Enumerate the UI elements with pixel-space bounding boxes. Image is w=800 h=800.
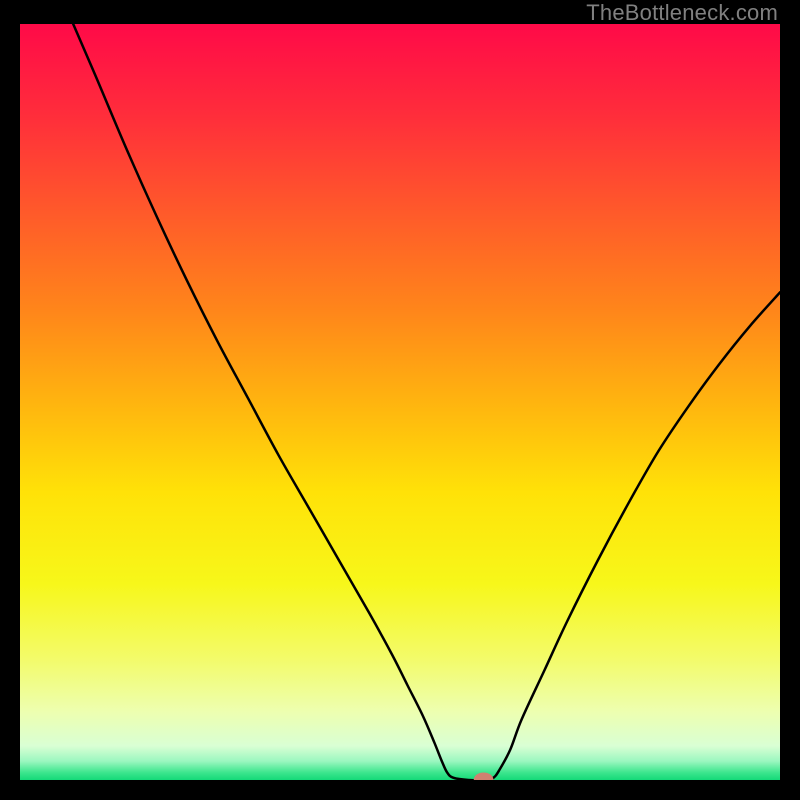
watermark-text: TheBottleneck.com [586, 0, 778, 26]
plot-area [20, 24, 780, 780]
chart-svg [20, 24, 780, 780]
gradient-background [20, 24, 780, 780]
outer-frame: TheBottleneck.com [0, 0, 800, 800]
